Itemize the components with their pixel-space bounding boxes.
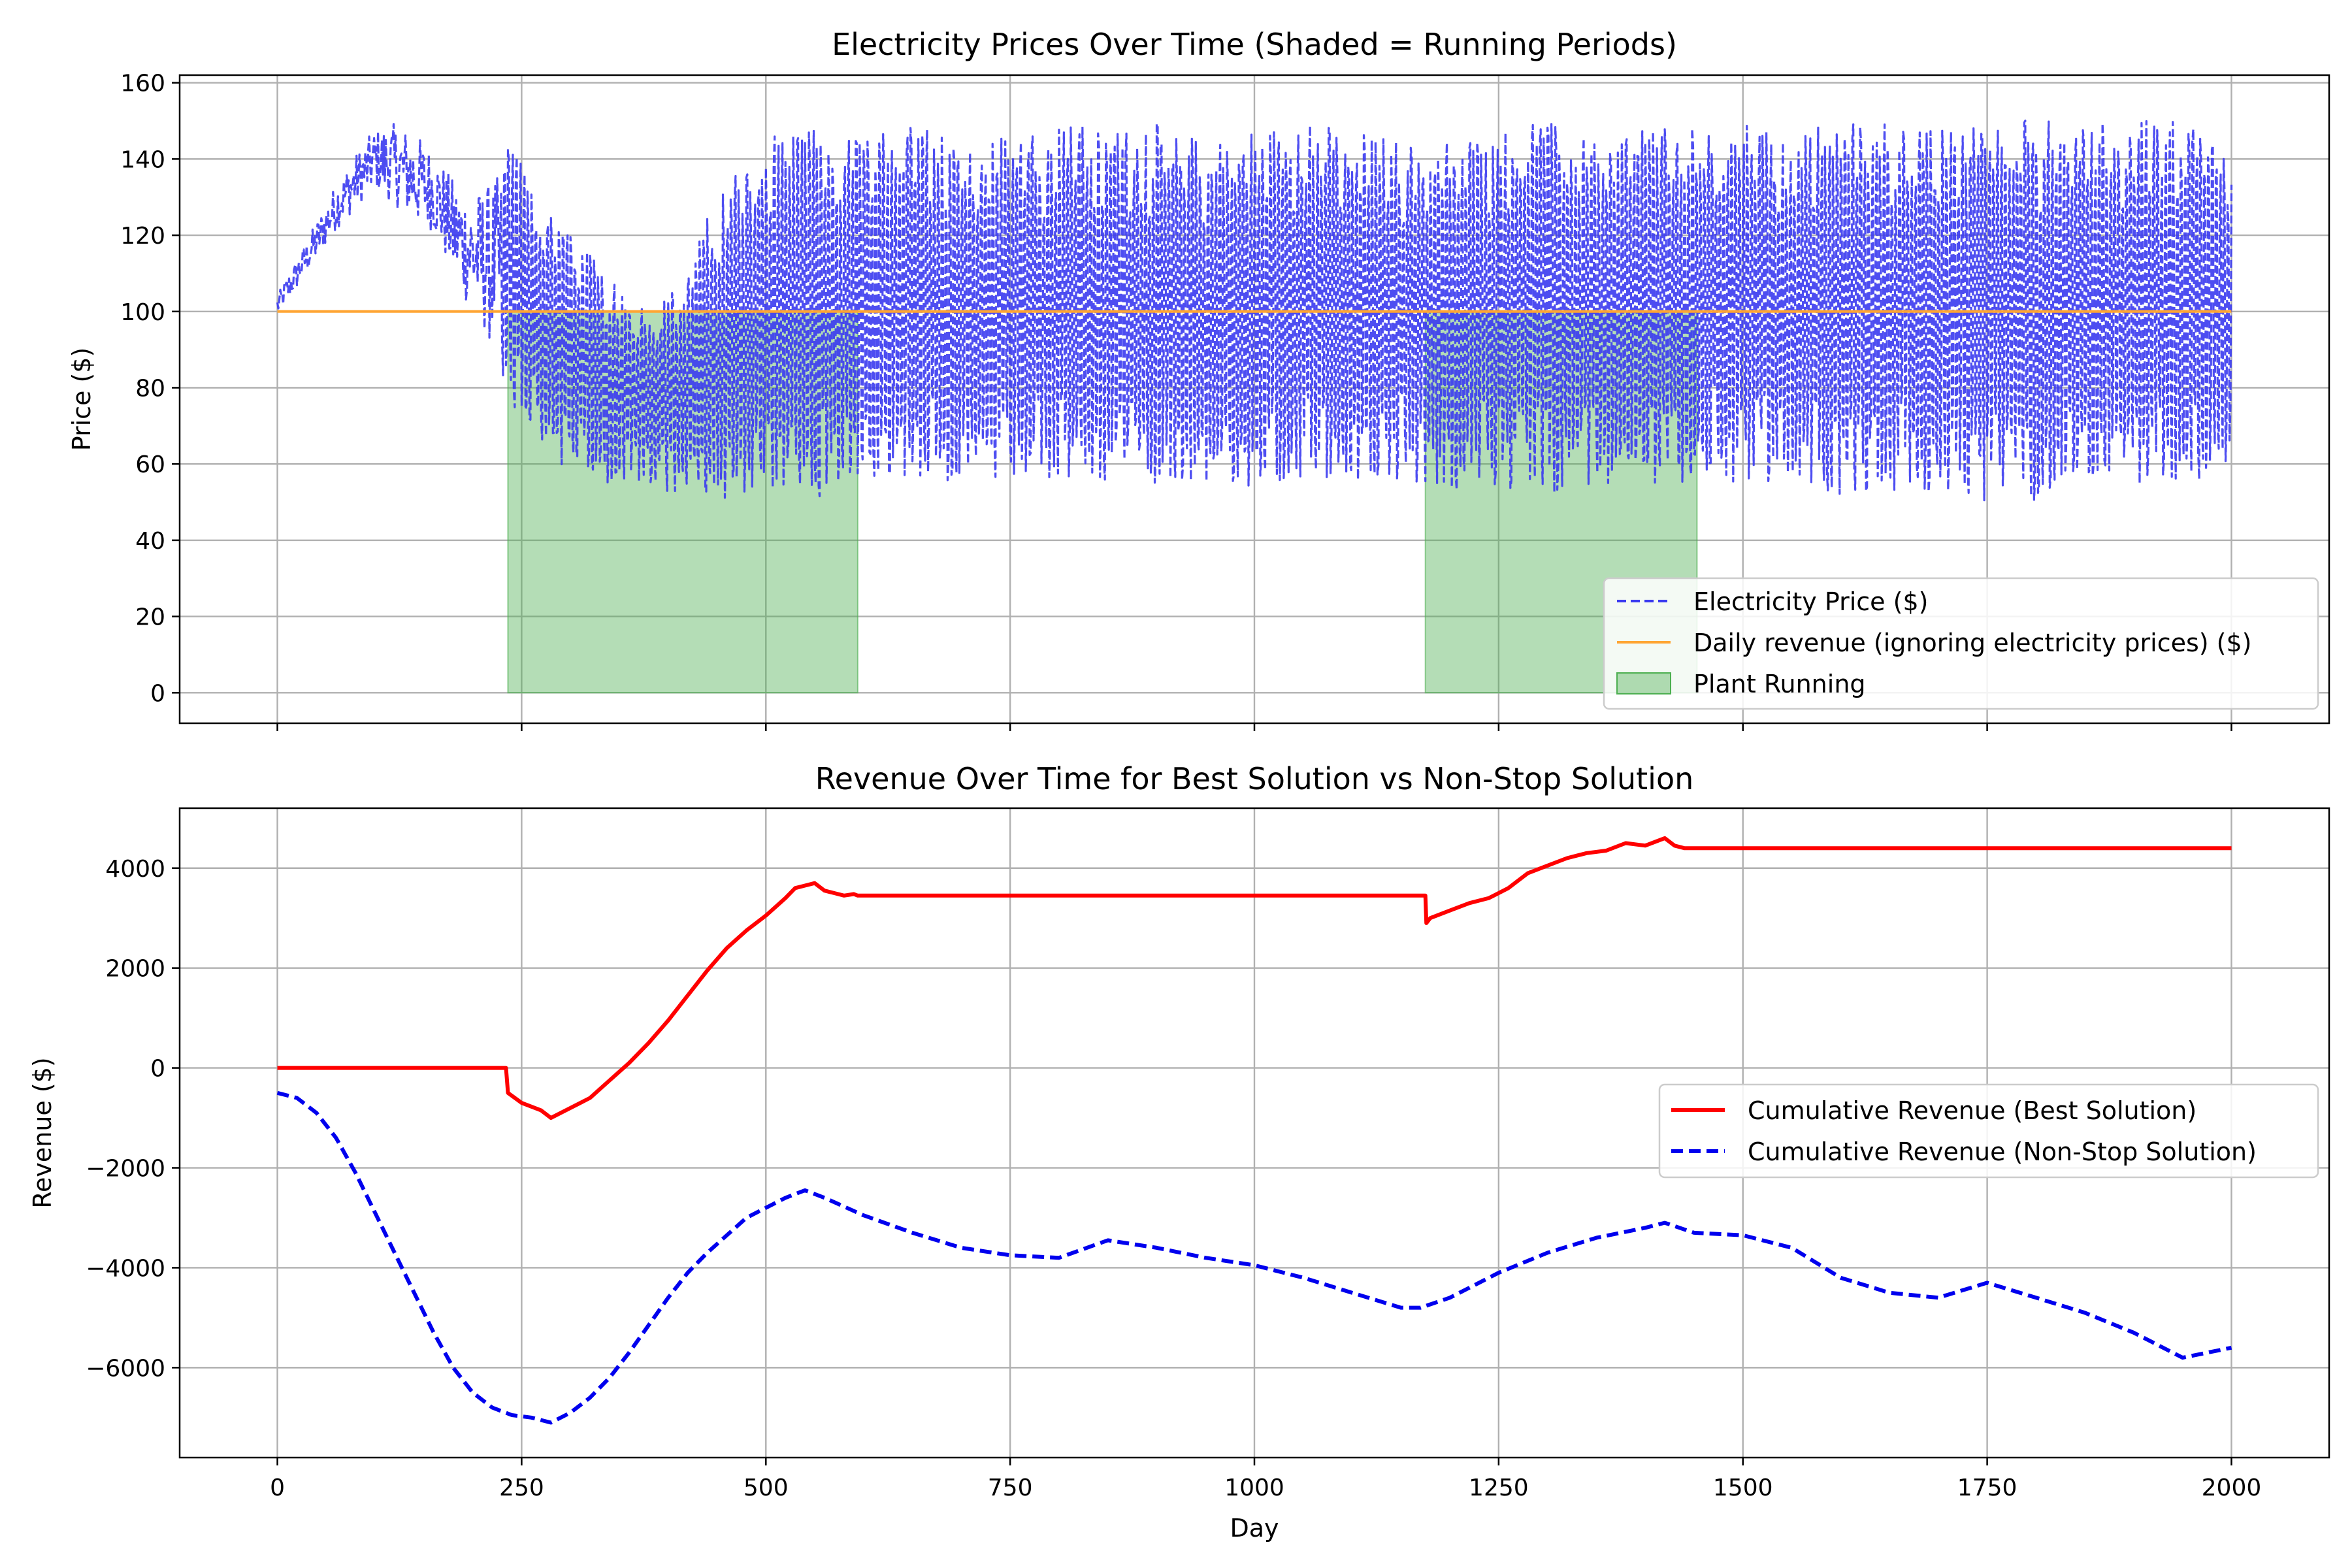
y-tick-label: 0 — [150, 680, 165, 707]
x-tick-label: 1750 — [1957, 1475, 2017, 1501]
best-revenue-line — [277, 836, 2232, 1120]
revenue-legend: Cumulative Revenue (Best Solution) Cumul… — [1658, 1083, 2319, 1179]
y-tick-label: 80 — [135, 375, 165, 402]
revenue-y-ticks: −6000 −4000 −2000 0 2000 4000 — [86, 856, 180, 1382]
x-tick-label: 1000 — [1224, 1475, 1284, 1501]
y-tick-label: 120 — [120, 223, 165, 250]
nonstop-revenue-line — [276, 1090, 2232, 1425]
x-tick-label: 250 — [499, 1475, 544, 1501]
revenue-series — [276, 836, 2232, 1425]
price-chart: Electricity Prices Over Time (Shaded = R… — [67, 27, 2330, 731]
legend-swatch-running — [1616, 672, 1671, 694]
revenue-x-ticks: 0 250 500 750 1000 1250 1500 1750 2000 — [270, 1458, 2261, 1501]
price-y-ticks: 0 20 40 60 80 100 120 140 160 — [120, 71, 180, 707]
price-legend-box — [1603, 577, 2319, 710]
y-tick-label: −2000 — [86, 1156, 165, 1183]
revenue-chart-title: Revenue Over Time for Best Solution vs N… — [815, 761, 1694, 796]
revenue-legend-box — [1658, 1083, 2319, 1179]
revenue-chart: Revenue Over Time for Best Solution vs N… — [28, 761, 2330, 1543]
y-tick-label: 100 — [120, 299, 165, 326]
legend-label-flat-revenue: Daily revenue (ignoring electricity pric… — [1693, 629, 2252, 657]
y-tick-label: 0 — [150, 1056, 165, 1083]
price-y-axis-label: Price ($) — [67, 348, 96, 451]
x-tick-label: 1250 — [1469, 1475, 1529, 1501]
price-chart-title: Electricity Prices Over Time (Shaded = R… — [832, 27, 1677, 62]
legend-label-best: Cumulative Revenue (Best Solution) — [1748, 1096, 2197, 1125]
x-tick-label: 2000 — [2202, 1475, 2262, 1501]
y-tick-label: 160 — [120, 71, 165, 97]
y-tick-label: −6000 — [86, 1355, 165, 1382]
price-x-ticks — [276, 723, 2232, 731]
x-tick-label: 1500 — [1713, 1475, 1773, 1501]
y-tick-label: 40 — [135, 528, 165, 555]
x-tick-label: 500 — [743, 1475, 789, 1501]
electricity-price-line — [276, 120, 2233, 502]
price-series — [276, 120, 2233, 502]
x-tick-label: 0 — [270, 1475, 285, 1501]
x-tick-label: 750 — [988, 1475, 1033, 1501]
legend-label-price: Electricity Price ($) — [1693, 587, 1928, 616]
y-tick-label: 4000 — [105, 856, 165, 883]
y-tick-label: −4000 — [86, 1255, 165, 1282]
price-legend: Electricity Price ($) Daily revenue (ign… — [1603, 577, 2319, 710]
y-tick-label: 20 — [135, 604, 165, 631]
revenue-y-axis-label: Revenue ($) — [28, 1057, 57, 1208]
y-tick-label: 60 — [135, 451, 165, 478]
revenue-chart-grid — [180, 808, 2329, 1458]
y-tick-label: 140 — [120, 146, 165, 173]
y-tick-label: 2000 — [105, 956, 165, 983]
legend-label-running: Plant Running — [1693, 670, 1866, 698]
revenue-x-axis-label: Day — [1230, 1514, 1279, 1543]
legend-label-nonstop: Cumulative Revenue (Non-Stop Solution) — [1748, 1137, 2257, 1166]
